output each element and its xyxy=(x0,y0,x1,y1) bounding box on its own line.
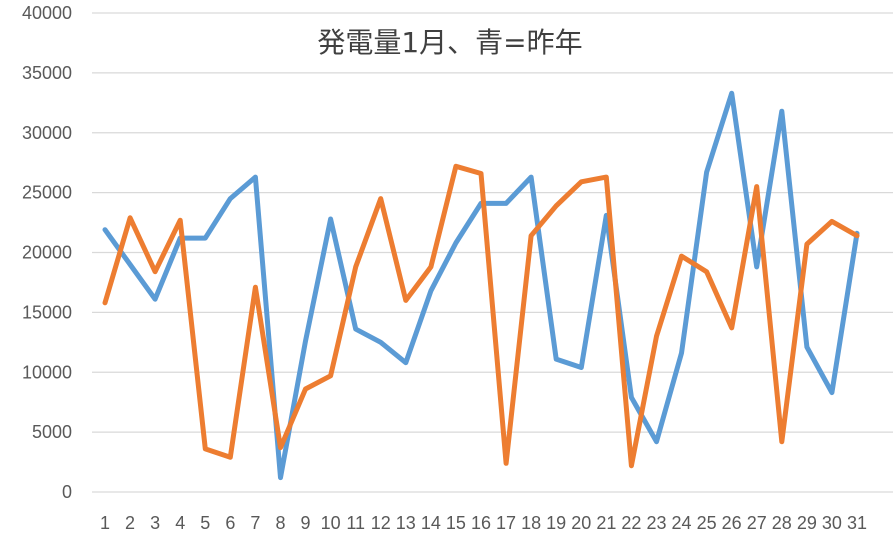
x-tick-label: 22 xyxy=(621,513,641,533)
x-tick-label: 23 xyxy=(646,513,666,533)
x-tick-label: 16 xyxy=(471,513,491,533)
x-tick-label: 5 xyxy=(200,513,210,533)
y-tick-label: 10000 xyxy=(22,362,72,382)
x-tick-label: 1 xyxy=(100,513,110,533)
x-tick-label: 9 xyxy=(301,513,311,533)
x-tick-label: 24 xyxy=(672,513,692,533)
x-tick-label: 4 xyxy=(175,513,185,533)
series-1 xyxy=(102,163,860,469)
x-tick-label: 19 xyxy=(546,513,566,533)
y-tick-label: 5000 xyxy=(32,422,72,442)
x-tick-label: 30 xyxy=(822,513,842,533)
x-tick-label: 13 xyxy=(396,513,416,533)
x-tick-label: 29 xyxy=(797,513,817,533)
x-tick-label: 12 xyxy=(371,513,391,533)
x-tick-label: 18 xyxy=(521,513,541,533)
x-tick-label: 8 xyxy=(275,513,285,533)
x-tick-label: 21 xyxy=(596,513,616,533)
x-tick-label: 14 xyxy=(421,513,441,533)
y-tick-label: 20000 xyxy=(22,243,72,263)
x-tick-label: 31 xyxy=(847,513,867,533)
y-tick-label: 0 xyxy=(62,482,72,502)
y-tick-label: 15000 xyxy=(22,302,72,322)
x-tick-label: 3 xyxy=(150,513,160,533)
x-tick-label: 26 xyxy=(722,513,742,533)
x-axis-ticks: 1 2 3 4 5 6 7 8 9 10 11 12 13 14 15 16 17 18 19 20 21 22 23 24 2… xyxy=(100,513,867,533)
y-tick-label: 35000 xyxy=(22,63,72,83)
x-tick-label: 25 xyxy=(697,513,717,533)
x-tick-label: 28 xyxy=(772,513,792,533)
x-tick-label: 10 xyxy=(321,513,341,533)
series-line xyxy=(102,163,860,469)
y-tick-label: 40000 xyxy=(22,3,72,23)
x-tick-label: 15 xyxy=(446,513,466,533)
x-tick-label: 17 xyxy=(496,513,516,533)
x-tick-label: 20 xyxy=(571,513,591,533)
y-axis-ticks: 0 5000 10000 15000 20000 25000 30000 35000 40000 xyxy=(22,3,72,502)
x-tick-label: 6 xyxy=(225,513,235,533)
y-tick-label: 25000 xyxy=(22,183,72,203)
series-lines xyxy=(102,90,860,481)
x-tick-label: 2 xyxy=(125,513,135,533)
x-tick-label: 7 xyxy=(250,513,260,533)
series-line xyxy=(102,90,860,481)
series-0 xyxy=(102,90,860,481)
y-tick-label: 30000 xyxy=(22,123,72,143)
x-tick-label: 27 xyxy=(747,513,767,533)
gridlines xyxy=(92,12,893,493)
x-tick-label: 11 xyxy=(346,513,365,533)
chart-title: 発電量1月、青=昨年 xyxy=(317,26,582,59)
